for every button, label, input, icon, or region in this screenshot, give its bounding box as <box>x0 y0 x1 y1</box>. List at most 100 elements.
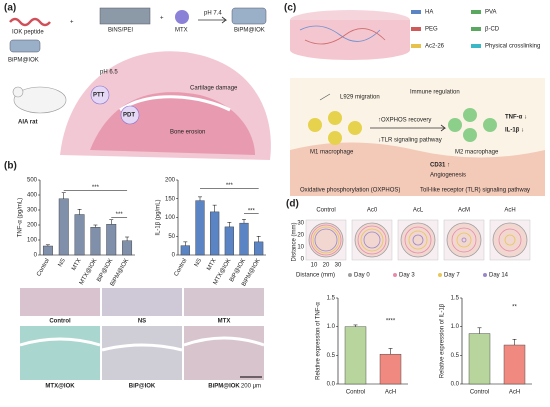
x-tick-label: AcH <box>385 390 396 396</box>
wound-outline <box>404 226 432 254</box>
plus: + <box>70 20 74 26</box>
wound-outline <box>363 231 381 249</box>
label: (d) <box>286 199 299 210</box>
legend-swatch <box>471 44 481 48</box>
significance: *** <box>92 185 100 191</box>
label: AcL <box>413 208 424 214</box>
legend-dot <box>393 273 397 277</box>
wound-outline <box>412 234 424 246</box>
label: Ac0 <box>367 208 378 214</box>
y-tick-label: 0 <box>34 253 38 259</box>
label: 200 μm <box>241 384 261 390</box>
label: M2 macrophage <box>455 150 499 156</box>
label: M1 macrophage <box>310 150 354 156</box>
bar <box>224 226 234 256</box>
bar <box>239 222 249 256</box>
label: (b) <box>4 161 17 172</box>
label: PEG <box>425 27 438 33</box>
label: TNF-α ↓ <box>505 115 527 121</box>
wound-outline <box>451 227 477 253</box>
legend-swatch <box>471 10 481 14</box>
y-tick-label: 0.0 <box>327 382 336 388</box>
label: Ac2-26 <box>425 44 445 50</box>
y-axis-label: TNF-α (pg/mL) <box>18 198 24 237</box>
label: PTT <box>93 93 105 99</box>
label: L929 migration <box>340 95 380 101</box>
panel-a-art: + + <box>9 7 271 160</box>
y-tick-label: 150 <box>165 196 176 202</box>
x-tick-label: MTX <box>206 258 218 272</box>
bar <box>58 198 69 256</box>
label: BiPM@IOK <box>8 58 39 64</box>
label: NS <box>138 319 146 325</box>
label: 20 <box>323 263 330 269</box>
significance: *** <box>116 212 124 218</box>
bar <box>195 200 205 256</box>
wound-outline <box>314 228 338 252</box>
wound-outline <box>498 228 522 252</box>
histology-images <box>19 288 265 380</box>
legend-swatch <box>411 27 421 31</box>
wound-outline <box>504 234 516 246</box>
label: Toll-like receptor (TLR) signaling pathw… <box>420 188 530 194</box>
x-tick-label: Control <box>346 390 365 396</box>
y-tick-label: 1.5 <box>327 296 336 302</box>
x-tick-label: Control <box>470 390 489 396</box>
wound-outline <box>456 232 472 248</box>
x-tick-label: AcH <box>509 390 520 396</box>
label: MTX <box>218 319 231 325</box>
label: BiPM@IOK <box>234 28 265 34</box>
x-tick-label: Control <box>174 258 189 278</box>
label: 0 <box>301 257 305 263</box>
y-tick-label: 50 <box>168 234 175 240</box>
label: pH 6.5 <box>100 70 118 76</box>
label: Control <box>49 319 71 325</box>
label: Day 0 <box>354 273 370 279</box>
label: ↑OXPHOS recovery <box>378 118 431 124</box>
y-axis-label: Relative expression of IL-1β <box>440 303 446 378</box>
y-tick-label: 200 <box>27 223 38 229</box>
bar <box>42 245 53 256</box>
y-tick-label: 500 <box>27 178 38 184</box>
label: AcM <box>458 208 470 214</box>
wound-outline <box>354 222 390 258</box>
bar <box>122 240 133 256</box>
label: Distance (mm) <box>296 273 335 279</box>
label: Day 3 <box>399 273 415 279</box>
label: Immune regulation <box>410 90 460 96</box>
x-tick-label: Control <box>36 258 51 278</box>
y-tick-label: 300 <box>27 208 38 214</box>
x-tick-label: MTX <box>71 258 83 272</box>
bar <box>503 344 526 385</box>
label: AcH <box>504 208 515 214</box>
bar <box>106 224 117 256</box>
label: Control <box>316 208 335 214</box>
legend-swatch <box>411 44 421 48</box>
bar <box>90 227 101 256</box>
label: Angiogenesis <box>430 173 466 179</box>
label: Cartilage damage <box>190 86 238 92</box>
label: BiNS/PEI <box>108 28 133 34</box>
significance: *** <box>248 208 256 214</box>
label: 10 <box>311 263 318 269</box>
wound-outline <box>308 222 344 258</box>
wound-outline <box>492 222 528 258</box>
label: ↓TLR signaling pathway <box>378 138 442 144</box>
y-tick-label: 0 <box>172 253 176 259</box>
label: Physical crosslinking <box>485 44 540 50</box>
y-tick-label: 100 <box>27 238 38 244</box>
label: 30 <box>335 263 342 269</box>
y-tick-label: 1.5 <box>451 296 460 302</box>
label: IOK peptide <box>12 30 44 36</box>
label: (a) <box>4 3 16 14</box>
wound-outline <box>357 225 387 255</box>
label: Distance (mm) <box>292 222 298 261</box>
label: β-CD <box>485 27 500 33</box>
legend-swatch <box>411 10 421 14</box>
y-tick-label: 100 <box>165 215 176 221</box>
bar <box>180 245 190 256</box>
legend-dot <box>483 273 487 277</box>
label: PDT <box>123 113 135 119</box>
label: Bone erosion <box>170 130 205 136</box>
